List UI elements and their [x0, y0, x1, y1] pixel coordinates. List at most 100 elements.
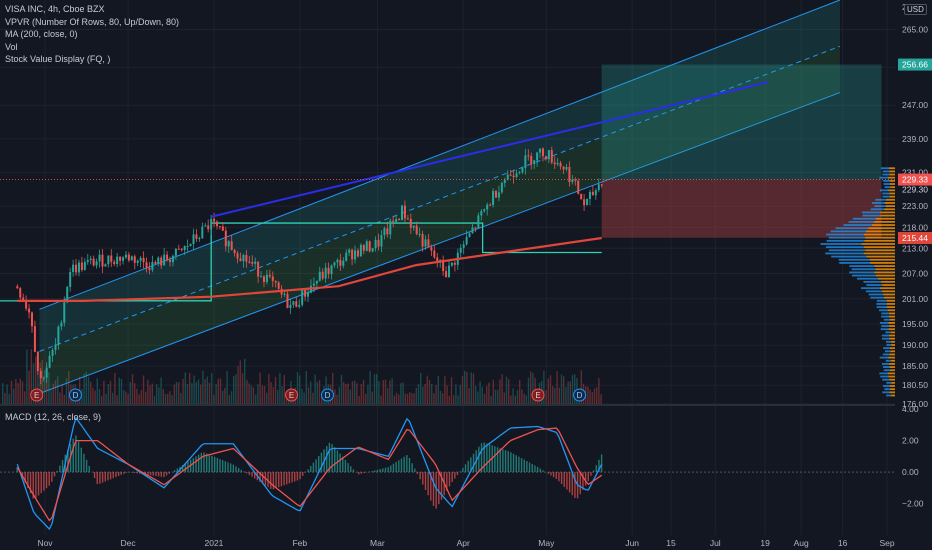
profile-row-up	[882, 173, 890, 176]
price-tag-label: 215.44	[902, 233, 928, 243]
macd-hist-bar	[459, 471, 461, 473]
volume-bar	[21, 381, 24, 404]
profile-row-down	[888, 375, 895, 378]
profile-row-up	[830, 230, 867, 233]
price-tick-label: 231.00	[902, 168, 928, 178]
profile-row-up	[886, 344, 892, 346]
macd-hist-bar	[16, 467, 18, 473]
profile-row-up	[849, 271, 875, 274]
profile-row-down	[888, 167, 895, 170]
volume-bar	[68, 371, 70, 404]
macd-hist-bar	[262, 472, 264, 484]
volume-bar	[281, 386, 283, 404]
macd-hist-bar	[192, 458, 195, 473]
candle-body	[371, 248, 374, 252]
macd-hist-bar	[432, 472, 435, 506]
profile-row-down	[886, 198, 895, 201]
candle-body	[459, 247, 462, 253]
volume-bar	[59, 392, 61, 404]
candle-body	[148, 268, 151, 270]
volume-bar	[197, 379, 200, 404]
volume-bar	[393, 395, 395, 404]
volume-bar	[470, 372, 472, 404]
macd-hist-bar	[339, 453, 341, 473]
macd-hist-bar	[478, 446, 480, 473]
volume-bar	[171, 395, 173, 404]
candle-body	[260, 276, 263, 278]
macd-hist-bar	[480, 443, 483, 473]
candle-body	[483, 209, 486, 212]
volume-bar	[184, 372, 186, 404]
volume-bar	[382, 379, 384, 404]
macd-hist-bar	[582, 472, 584, 490]
candle-body	[351, 249, 354, 260]
volume-bar	[125, 391, 127, 404]
volume-bar	[162, 389, 164, 404]
macd-hist-bar	[424, 472, 427, 490]
macd-hist-bar	[430, 472, 432, 501]
volume-bar	[195, 381, 197, 404]
candle-body	[142, 257, 145, 263]
candle-body	[51, 350, 54, 356]
candle-body	[210, 218, 213, 230]
macd-hist-bar	[235, 466, 237, 473]
profile-row-up	[883, 347, 890, 350]
volume-bar	[63, 394, 65, 404]
volume-bar	[186, 384, 189, 404]
macd-hist-bar	[93, 472, 96, 478]
price-tag-label: 256.66	[902, 60, 928, 70]
macd-hist-bar	[408, 457, 411, 473]
macd-hist-bar	[211, 455, 213, 473]
macd-hist-bar	[296, 472, 299, 481]
currency-badge[interactable]: USD	[904, 4, 927, 15]
macd-tick-label: 0.00	[902, 467, 919, 477]
candle-body	[539, 148, 542, 153]
candle-body	[283, 293, 286, 295]
volume-bar	[173, 384, 175, 404]
volume-bar	[318, 380, 321, 404]
candle-body	[515, 173, 518, 178]
macd-hist-bar	[80, 447, 82, 473]
macd-hist-bar	[107, 472, 109, 481]
profile-row-up	[879, 321, 889, 324]
candle-body	[574, 179, 577, 181]
legend-vpvr: VPVR (Number Of Rows, 80, Up/Down, 80)	[5, 16, 180, 27]
volume-bar	[358, 395, 360, 404]
profile-row-up	[865, 290, 882, 293]
macd-hist-bar	[488, 444, 491, 473]
volume-bar	[389, 380, 391, 404]
macd-hist-bar	[464, 464, 467, 473]
macd-hist-bar	[83, 453, 85, 473]
candle-body	[236, 253, 239, 259]
volume-bar	[310, 381, 312, 404]
macd-hist-bar	[571, 472, 573, 496]
channel-lower-fill	[39, 46, 840, 394]
macd-hist-bar	[40, 472, 42, 494]
macd-hist-bar	[216, 457, 219, 473]
volume-bar	[127, 393, 129, 404]
macd-hist-bar	[486, 443, 488, 473]
earnings-marker-label: E	[289, 391, 294, 400]
volume-bar	[545, 390, 547, 404]
legend-vol: Vol	[5, 41, 18, 52]
candle-body	[600, 184, 603, 186]
volume-bar	[90, 381, 92, 404]
macd-hist-bar	[149, 472, 152, 476]
profile-row-up	[881, 312, 889, 315]
volume-bar	[118, 377, 120, 404]
volume-bar	[499, 379, 501, 404]
candle-body	[239, 258, 242, 262]
profile-row-up	[883, 369, 890, 372]
profile-row-down	[876, 217, 895, 220]
candle-body	[330, 265, 333, 275]
macd-hist-bar	[472, 453, 475, 473]
volume-bar	[46, 364, 48, 404]
macd-hist-bar	[451, 472, 453, 482]
candle-body	[183, 246, 186, 251]
volume-bar	[391, 378, 393, 404]
macd-hist-bar	[245, 472, 248, 474]
macd-hist-bar	[590, 472, 592, 476]
volume-bar	[123, 390, 125, 404]
candle-body	[401, 205, 404, 221]
